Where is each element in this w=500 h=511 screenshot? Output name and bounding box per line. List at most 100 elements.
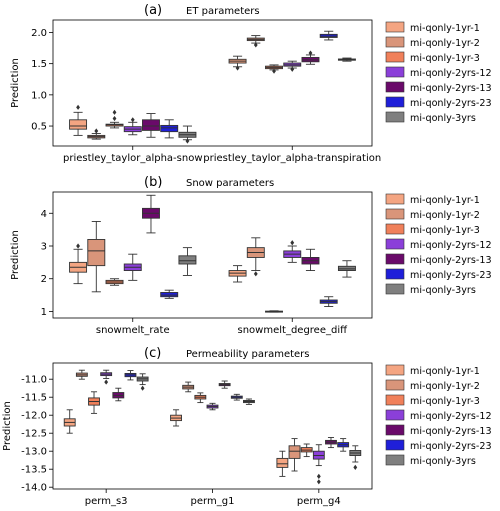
box xyxy=(88,391,100,414)
y-tick-label: 3 xyxy=(41,242,47,253)
box xyxy=(75,369,88,380)
legend: mi-qonly-1yr-1 mi-qonly-1yr-2 mi-qonly-1yr… xyxy=(385,193,492,296)
box xyxy=(265,64,283,74)
legend: mi-qonly-1yr-1 mi-qonly-1yr-2 mi-qonly-1yr… xyxy=(385,21,492,124)
legend-item: mi-qonly-2yrs-12 xyxy=(385,66,492,79)
box xyxy=(69,243,88,285)
box xyxy=(112,387,125,402)
legend-item: mi-qonly-1yr-1 xyxy=(385,364,480,377)
box xyxy=(142,194,160,234)
box xyxy=(325,437,337,449)
box xyxy=(124,370,137,381)
legend-item: mi-qonly-2yrs-12 xyxy=(385,238,492,251)
box xyxy=(243,398,255,405)
y-tick-label: -14.0 xyxy=(21,483,47,494)
y-axis-label: Prediction xyxy=(2,401,13,451)
box xyxy=(319,30,338,41)
box xyxy=(105,109,124,129)
box xyxy=(337,260,356,278)
legend-item: mi-qonly-2yrs-13 xyxy=(385,253,492,266)
box xyxy=(218,380,231,389)
box xyxy=(276,450,289,477)
legend-item: mi-qonly-1yr-2 xyxy=(385,379,480,392)
legend-label: mi-qonly-1yr-2 xyxy=(410,381,480,392)
box xyxy=(100,369,113,385)
outlier-point xyxy=(353,464,358,470)
panel-title: Permeability parameters xyxy=(186,349,310,360)
legend-swatch xyxy=(385,379,405,391)
box xyxy=(105,278,124,286)
outlier-point xyxy=(185,138,190,144)
legend-label: mi-qonly-1yr-1 xyxy=(410,195,480,206)
panel-2: (b) Snow parameters 1 2 3 4 Prediction snowmelt… xyxy=(10,175,492,336)
legend-label: mi-qonly-2yrs-23 xyxy=(410,270,492,281)
legend-swatch xyxy=(385,454,405,466)
legend-item: mi-qonly-1yr-2 xyxy=(385,208,480,221)
outlier-point xyxy=(316,479,321,485)
y-tick-label: 1.5 xyxy=(31,59,47,70)
legend-label: mi-qonly-1yr-2 xyxy=(410,210,480,221)
box xyxy=(312,444,325,485)
box-iqr xyxy=(276,457,289,468)
legend-item: mi-qonly-1yr-3 xyxy=(385,223,480,236)
legend-swatch xyxy=(385,238,405,250)
outlier-point xyxy=(290,240,295,246)
legend-label: mi-qonly-2yrs-12 xyxy=(410,68,492,79)
box xyxy=(123,253,142,281)
outlier-point xyxy=(104,379,109,385)
legend-swatch xyxy=(385,208,405,220)
outlier-point xyxy=(316,473,321,479)
legend-label: mi-qonly-3yrs xyxy=(410,113,476,124)
legend-swatch xyxy=(385,364,405,376)
box xyxy=(194,392,207,404)
legend-item: mi-qonly-3yrs xyxy=(385,111,476,124)
legend-item: mi-qonly-2yrs-23 xyxy=(385,268,492,281)
box-iqr xyxy=(178,255,197,265)
y-tick-label: 4 xyxy=(41,209,47,220)
legend-swatch xyxy=(385,193,405,205)
y-tick-label: 1.0 xyxy=(31,90,47,101)
box-iqr xyxy=(288,445,301,459)
box-iqr xyxy=(69,119,88,130)
legend-swatch xyxy=(385,81,405,93)
legend-item: mi-qonly-2yrs-13 xyxy=(385,424,492,437)
y-tick-label: -12.5 xyxy=(21,429,47,440)
legend-label: mi-qonly-1yr-2 xyxy=(410,38,480,49)
box xyxy=(230,393,243,401)
box xyxy=(301,248,320,271)
legend-swatch xyxy=(385,268,405,280)
y-tick-label: -11.0 xyxy=(21,375,47,386)
legend-swatch xyxy=(385,36,405,48)
box xyxy=(288,438,301,472)
legend-swatch xyxy=(385,96,405,108)
y-tick-label: 2 xyxy=(41,274,47,285)
box xyxy=(265,310,283,313)
box xyxy=(337,57,356,62)
x-tick-label: snowmelt_degree_diff xyxy=(238,325,349,336)
box xyxy=(246,237,265,277)
legend-swatch xyxy=(385,111,405,123)
panel-3: (c) Permeability parameters -14.0 -13.5 -13.… xyxy=(2,346,492,507)
box xyxy=(63,409,76,434)
legend-swatch xyxy=(385,439,405,451)
legend-label: mi-qonly-2yrs-23 xyxy=(410,441,492,452)
legend-label: mi-qonly-2yrs-13 xyxy=(410,255,492,266)
legend-label: mi-qonly-1yr-3 xyxy=(410,225,480,236)
box xyxy=(170,409,182,427)
x-tick-label: perm_g1 xyxy=(191,496,235,507)
outlier-point xyxy=(235,65,240,71)
outlier-point xyxy=(272,68,276,74)
box xyxy=(301,50,320,65)
panel-label: (b) xyxy=(144,175,162,190)
outlier-point xyxy=(130,117,135,123)
legend-label: mi-qonly-2yrs-13 xyxy=(410,83,492,94)
box xyxy=(349,445,362,470)
legend-label: mi-qonly-1yr-3 xyxy=(410,53,480,64)
box-iqr xyxy=(87,239,106,267)
box xyxy=(178,125,197,144)
x-tick-label: perm_s3 xyxy=(85,496,128,507)
box xyxy=(228,265,247,283)
x-tick-label: priestley_taylor_alpha-transpiration xyxy=(203,153,381,164)
x-tick-label: priestley_taylor_alpha-snow xyxy=(63,153,203,164)
